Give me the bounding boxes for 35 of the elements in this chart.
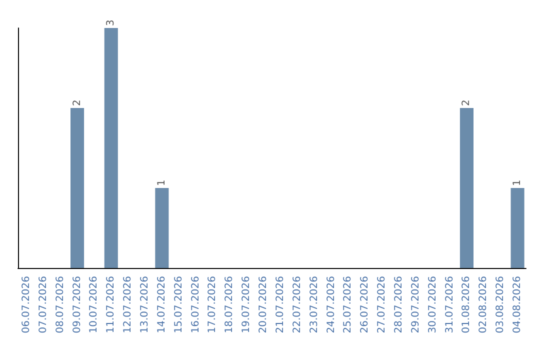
data-label: 2 [461, 100, 472, 106]
x-tick-label: 06.07.2026 [20, 276, 32, 334]
x-tick-label: 31.07.2026 [444, 276, 456, 334]
x-tick-label: 28.07.2026 [394, 276, 404, 334]
x-tick-label: 16.07.2026 [190, 276, 202, 334]
x-tick-label: 12.07.2026 [122, 276, 134, 334]
x-tick-label: 11.07.2026 [106, 276, 117, 334]
x-tick-label: 07.07.2026 [38, 276, 49, 334]
x-tick-label: 27.07.2026 [376, 276, 388, 334]
x-tick-label: 22.07.2026 [292, 276, 303, 334]
x-tick-label: 26.07.2026 [360, 276, 371, 334]
x-tick-label: 08.07.2026 [54, 276, 66, 334]
x-tick-label: 21.07.2026 [274, 276, 286, 334]
data-label: 1 [156, 180, 168, 186]
data-label: 2 [72, 100, 83, 106]
x-tick-label: 04.08.2026 [512, 276, 524, 334]
x-tick-label: 10.07.2026 [88, 276, 100, 334]
x-tick-label: 25.07.2026 [342, 276, 354, 334]
x-tick-label: 19.07.2026 [241, 276, 252, 334]
x-tick-label: 18.07.2026 [224, 276, 236, 334]
x-tick-label: 03.08.2026 [495, 276, 506, 334]
x-tick-label: 15.07.2026 [173, 276, 184, 334]
x-tick-label: 20.07.2026 [258, 276, 270, 334]
x-tick-label: 14.07.2026 [156, 276, 168, 334]
x-tick-label: 23.07.2026 [308, 276, 320, 334]
x-tick-label: 29.07.2026 [410, 276, 422, 334]
x-tick-label: 02.08.2026 [478, 276, 490, 334]
x-tick-label: 17.07.2026 [207, 276, 218, 334]
x-tick-label: 13.07.2026 [140, 276, 150, 334]
x-tick-label: 01.08.2026 [461, 276, 472, 334]
x-tick-label: 24.07.2026 [326, 276, 337, 334]
x-tick-label: 09.07.2026 [72, 276, 83, 334]
x-tick-label: 30.07.2026 [427, 276, 438, 334]
data-label: 3 [106, 20, 117, 26]
data-label: 1 [512, 180, 524, 186]
